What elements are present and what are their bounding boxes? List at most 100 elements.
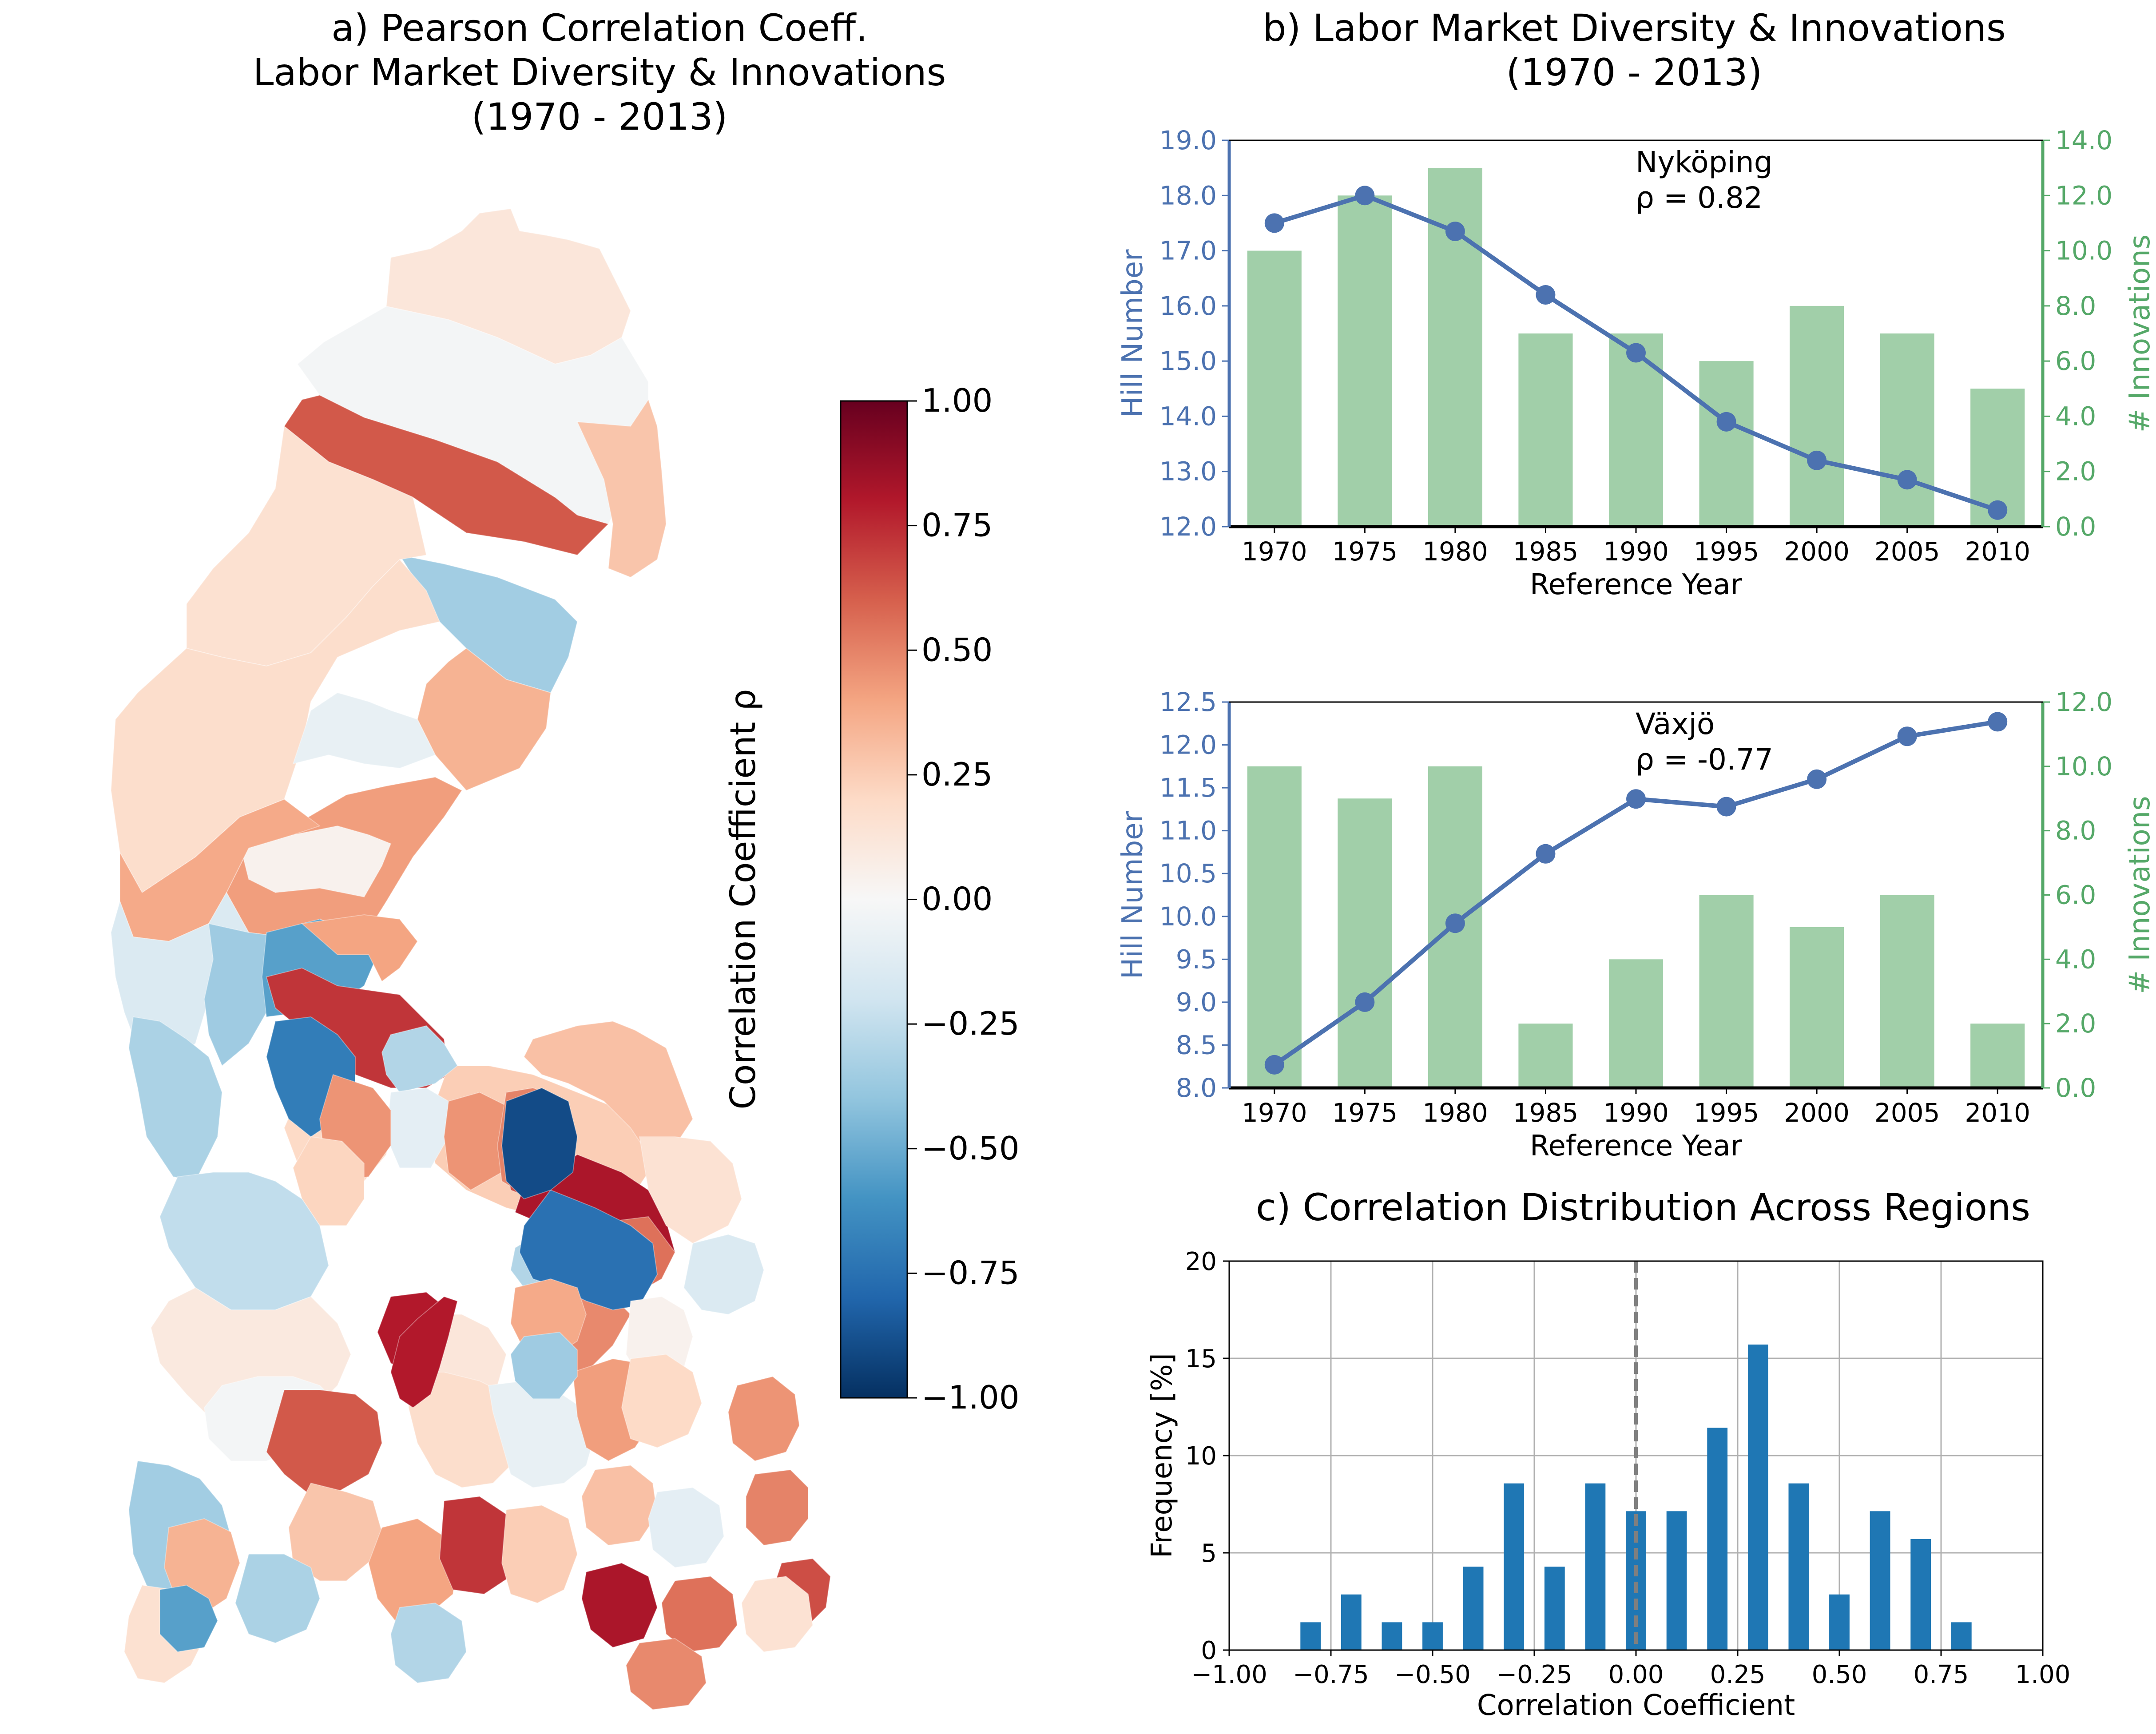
hill-number-point <box>1264 1055 1284 1075</box>
left-tick-label: 12.0 <box>1159 512 1217 542</box>
left-tick-label: 18.0 <box>1159 180 1217 210</box>
x-tick-label: 1995 <box>1694 536 1759 567</box>
histogram-bar <box>1300 1622 1321 1650</box>
histogram-bar <box>1910 1539 1931 1650</box>
x-tick-label: −0.25 <box>1496 1660 1572 1689</box>
map-region <box>266 1389 383 1492</box>
map-region <box>301 914 418 982</box>
left-tick-label: 12.0 <box>1159 730 1217 760</box>
map-region <box>661 1575 738 1653</box>
y-axis-label: Hill Number <box>1116 249 1149 418</box>
map-region <box>501 1087 578 1200</box>
hill-number-point <box>1626 343 1646 363</box>
panel-c: c) Correlation Distribution Across Regio… <box>1146 1186 2070 1722</box>
hill-number-point <box>1807 769 1827 789</box>
timeseries-chart-vaxjo: 8.0 8.5 9.0 9.5 10.0 10.5 11.0 11.5 12.0 12.5 0.0 2… <box>1116 687 2156 1163</box>
x-tick-label: 2005 <box>1874 536 1940 567</box>
histogram-bar <box>1870 1511 1890 1650</box>
innovation-bar <box>1970 1024 2025 1088</box>
colorbar-tick-label: −0.75 <box>921 1254 1020 1291</box>
colorbar-tick-label: −1.00 <box>921 1379 1020 1416</box>
histogram-chart: −1.00 −0.75 −0.50 −0.25 0.00 0.25 0.50 0.75 1.00… <box>1146 1247 2070 1722</box>
histogram-bar <box>1463 1567 1484 1650</box>
hill-number-point <box>1536 285 1556 305</box>
innovation-bar <box>1699 895 1754 1088</box>
left-tick-label: 9.5 <box>1176 944 1217 974</box>
colorbar <box>840 400 908 1399</box>
x-tick-label: 2010 <box>1965 536 2030 567</box>
colorbar-ticks: 1.00 0.75 0.50 0.25 0.00 −0.25 −0.50 −0.75 −1.00 <box>907 382 1020 1416</box>
x-tick-label: 2005 <box>1874 1098 1940 1128</box>
y-tick-label: 15 <box>1185 1345 1217 1373</box>
colorbar-tick-label: 0.00 <box>921 881 993 918</box>
histogram-bar <box>1544 1567 1565 1650</box>
left-tick-label: 10.0 <box>1159 901 1217 932</box>
innovation-bar <box>1790 306 1844 527</box>
hill-number-point <box>1716 797 1736 817</box>
hill-number-point <box>1716 412 1736 432</box>
x-axis-label: Reference Year <box>1530 568 1743 601</box>
map-region <box>417 647 552 791</box>
left-tick-label: 16.0 <box>1159 291 1217 321</box>
colorbar-tick-label: 0.75 <box>921 507 993 544</box>
innovation-bar <box>1338 195 1392 527</box>
colorbar-tick-label: −0.50 <box>921 1130 1020 1167</box>
left-tick-label: 15.0 <box>1159 346 1217 376</box>
map-region <box>288 1482 383 1581</box>
hill-number-point <box>1988 712 2008 732</box>
hill-number-point <box>1626 789 1646 809</box>
x-tick-label: 2000 <box>1784 536 1850 567</box>
map-region <box>292 692 436 769</box>
map-region <box>727 1376 800 1462</box>
colorbar-tick-label: 0.25 <box>921 756 993 793</box>
x-tick-label: 1975 <box>1332 536 1398 567</box>
x-tick-label: 1970 <box>1242 1098 1307 1128</box>
hill-number-point <box>1264 213 1284 233</box>
histogram-bar <box>1747 1344 1768 1650</box>
hill-number-point <box>1807 450 1827 470</box>
histogram-bar <box>1666 1511 1687 1650</box>
panel-b-top: b) Labor Market Diversity & Innovations … <box>1116 6 2156 601</box>
right-tick-label: 12.0 <box>2055 180 2112 210</box>
x-tick-label: 0.75 <box>1914 1660 1969 1689</box>
right-tick-label: 2.0 <box>2055 456 2096 487</box>
innovation-bar <box>1518 1024 1573 1088</box>
hill-number-point <box>1445 913 1465 933</box>
map-region <box>234 1554 321 1644</box>
map-region <box>501 1504 578 1604</box>
x-tick-label: 1990 <box>1603 1098 1669 1128</box>
left-tick-label: 12.5 <box>1159 687 1217 717</box>
map-region <box>128 1016 223 1182</box>
histogram-bar <box>1585 1483 1606 1650</box>
y2-axis-label: # Innovations <box>2124 234 2156 433</box>
left-tick-label: 19.0 <box>1159 125 1217 155</box>
hill-number-point <box>1445 222 1465 242</box>
histogram-bar <box>1951 1622 1972 1650</box>
hill-number-point <box>1988 500 2008 520</box>
left-tick-label: 8.5 <box>1176 1030 1217 1060</box>
x-axis-label: Reference Year <box>1530 1130 1743 1163</box>
x-tick-label: 1.00 <box>2015 1660 2071 1689</box>
map-region <box>581 1464 658 1546</box>
hill-number-point <box>1536 844 1556 864</box>
map-region <box>639 1136 742 1244</box>
right-tick-label: 8.0 <box>2055 816 2096 846</box>
histogram-bar <box>1707 1428 1728 1650</box>
x-tick-label: 0.25 <box>1710 1660 1766 1689</box>
panel-a-title-line-2: Labor Market Diversity & Innovations <box>253 51 946 94</box>
x-tick-label: 1985 <box>1513 536 1579 567</box>
right-tick-label: 8.0 <box>2055 291 2096 321</box>
hill-number-point <box>1897 726 1917 746</box>
y-tick-label: 0 <box>1201 1636 1217 1665</box>
innovation-bar <box>1608 959 1664 1088</box>
hill-number-point <box>1897 470 1917 490</box>
y-axis-label: Frequency [%] <box>1146 1353 1179 1558</box>
innovation-bar <box>1518 333 1573 527</box>
x-tick-label: 1995 <box>1694 1098 1759 1128</box>
left-tick-label: 17.0 <box>1159 236 1217 266</box>
colorbar-tick-label: 1.00 <box>921 382 993 419</box>
right-tick-label: 4.0 <box>2055 401 2096 431</box>
colorbar-label: Correlation Coefficient ρ <box>723 689 763 1109</box>
innovation-bar <box>1247 250 1302 527</box>
right-tick-label: 6.0 <box>2055 346 2096 376</box>
